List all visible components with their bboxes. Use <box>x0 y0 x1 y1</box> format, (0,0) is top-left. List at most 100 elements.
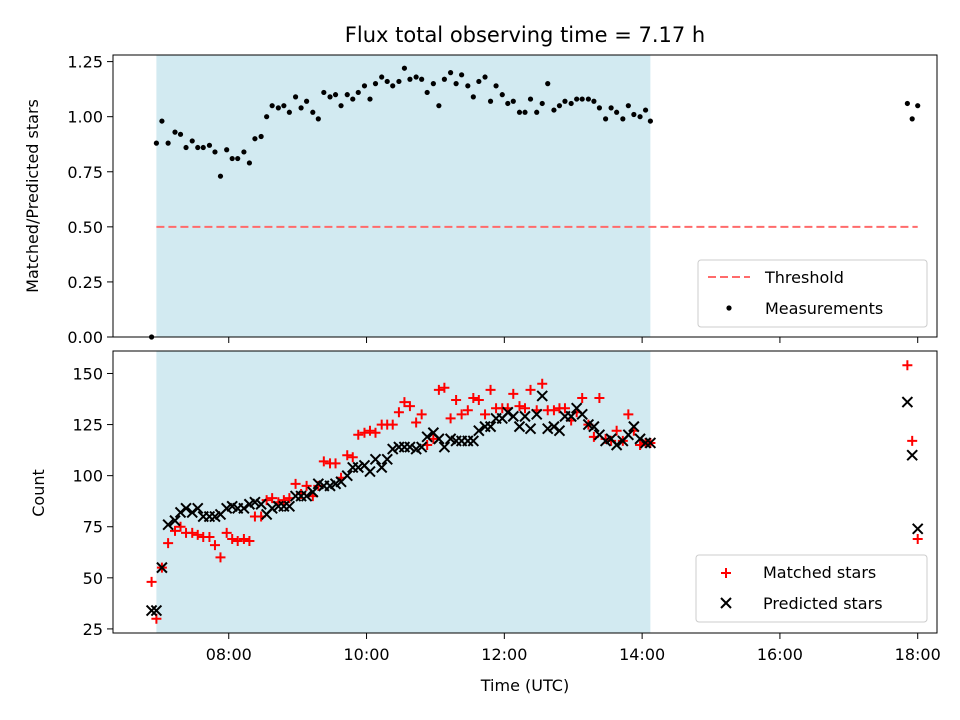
matched-star-point <box>359 427 370 438</box>
measurement-point <box>159 118 165 124</box>
measurement-point <box>459 72 465 78</box>
predicted-star-point <box>238 502 250 515</box>
measurement-point <box>332 92 339 98</box>
predicted-star-point <box>387 443 399 455</box>
predicted-star-point <box>415 441 428 453</box>
matched-star-point <box>232 536 243 547</box>
measurement-point <box>596 105 603 111</box>
predicted-star-point <box>169 514 181 527</box>
predicted-star-point <box>307 486 319 498</box>
bottom-x-tick-label: 18:00 <box>895 645 941 664</box>
measurement-point <box>904 100 910 107</box>
matched-star-point <box>411 417 422 428</box>
legend-threshold-label: Threshold <box>764 268 844 287</box>
measurement-point <box>545 81 551 87</box>
matched-star-point <box>209 540 220 551</box>
predicted-star-point <box>548 420 560 433</box>
measurement-point <box>413 74 419 80</box>
measurement-point <box>269 103 275 109</box>
measurement-point <box>424 89 430 96</box>
measurement-point <box>419 76 425 82</box>
measurement-point <box>298 105 304 111</box>
predicted-star-point <box>644 437 657 449</box>
bottom-y-tick-label: 25 <box>83 620 103 639</box>
measurement-point <box>430 81 436 87</box>
matched-star-point <box>301 480 312 491</box>
bottom-x-tick-label: 16:00 <box>757 645 803 664</box>
measurement-point <box>579 96 585 102</box>
measurement-point <box>303 98 310 104</box>
measurement-point <box>246 160 253 166</box>
matched-star-point <box>433 384 444 395</box>
bottom-x-tick-label: 08:00 <box>206 645 252 664</box>
matched-star-point <box>404 401 415 412</box>
predicted-star-point <box>174 506 187 519</box>
measurement-point <box>499 92 505 98</box>
predicted-star-point <box>576 408 588 421</box>
legend-predicted-label: Predicted stars <box>763 594 883 613</box>
predicted-star-point <box>502 406 514 419</box>
matched-star-point <box>480 409 491 420</box>
measurement-point <box>217 173 224 179</box>
matched-star-point <box>451 395 462 406</box>
top-y-tick-label: 1.00 <box>67 108 103 127</box>
measurement-point <box>224 147 230 153</box>
predicted-star-point <box>519 410 531 423</box>
matched-star-point <box>278 495 289 506</box>
predicted-star-point <box>369 453 382 466</box>
measurement-point <box>556 103 563 109</box>
measurement-point <box>401 65 408 71</box>
top-shaded-span <box>156 55 651 337</box>
matched-star-point <box>187 527 198 538</box>
measurement-point <box>453 81 459 87</box>
predicted-star-point <box>622 429 635 441</box>
predicted-star-point <box>283 500 296 513</box>
predicted-star-point <box>300 490 313 502</box>
predicted-star-point <box>375 461 388 474</box>
measurement-point <box>539 100 545 107</box>
measurement-point <box>647 118 653 124</box>
matched-star-point <box>559 403 570 414</box>
measurement-point <box>620 116 626 122</box>
measurement-point <box>286 109 292 115</box>
bottom-axes-frame <box>112 350 938 634</box>
matched-star-point <box>227 534 238 544</box>
measurement-point <box>637 114 643 120</box>
predicted-star-point <box>484 420 497 433</box>
top-y-tick-label: 0.25 <box>67 273 103 292</box>
matched-star-point <box>399 397 410 408</box>
measurement-point <box>165 140 171 146</box>
measurement-point <box>476 78 482 85</box>
measurement-point <box>551 107 557 113</box>
matched-star-point <box>170 525 181 536</box>
legend-measurements-label: Measurements <box>765 299 883 318</box>
top-y-tick-label: 0.75 <box>67 163 103 182</box>
measurement-point <box>396 78 402 85</box>
measurement-point <box>183 144 189 151</box>
bottom-x-tick-label: 10:00 <box>343 645 389 664</box>
measurement-point <box>522 109 528 115</box>
measurement-point <box>212 149 218 155</box>
matched-star-point <box>370 427 381 438</box>
measurement-point <box>510 98 516 104</box>
top-y-tick-label: 0.00 <box>67 328 103 347</box>
measurement-point <box>177 131 184 137</box>
measurement-point <box>384 78 390 85</box>
predicted-star-point <box>186 506 198 519</box>
predicted-star-point <box>145 604 158 617</box>
measurement-point <box>310 109 316 115</box>
measurement-point <box>407 76 413 82</box>
measurement-point <box>608 105 614 111</box>
predicted-star-point <box>249 496 261 508</box>
predicted-star-point <box>421 431 433 443</box>
predicted-star-point <box>341 469 353 482</box>
predicted-star-point <box>266 502 278 515</box>
predicted-star-point <box>438 441 451 453</box>
matched-star-point <box>912 534 923 544</box>
predicted-star-point <box>524 422 537 435</box>
matched-star-point <box>330 458 341 469</box>
matched-star-point <box>514 401 525 412</box>
measurement-point <box>338 103 344 109</box>
predicted-star-point <box>255 498 267 510</box>
